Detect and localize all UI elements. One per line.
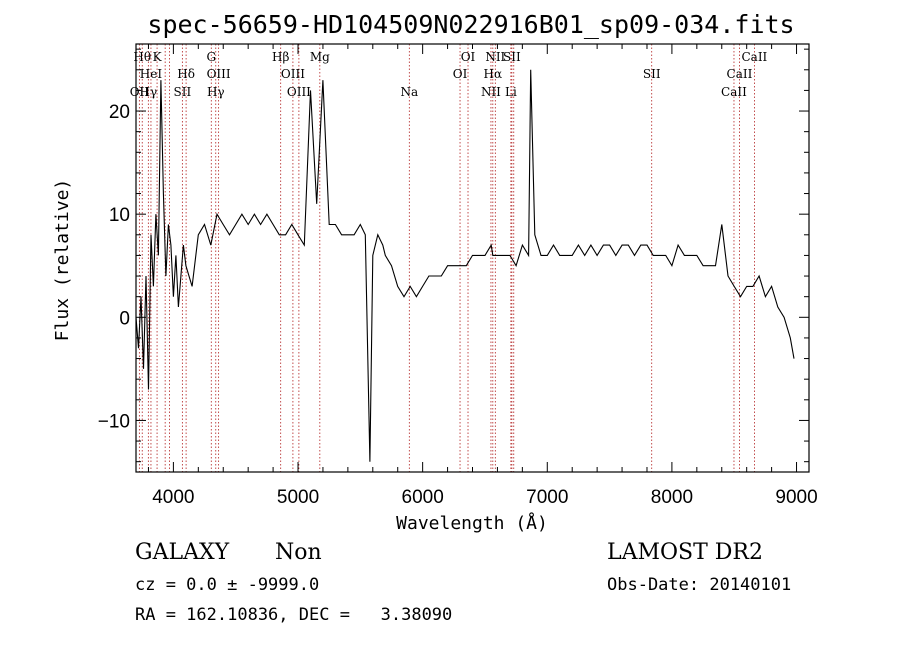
line-marker-label: Hθ (133, 50, 151, 64)
x-tick-label: 7000 (526, 487, 568, 508)
plot-frame (135, 43, 810, 473)
chart-title: spec-56659-HD104509N022916B01_sp09-034.f… (147, 10, 794, 39)
object-subclass: Non (275, 540, 322, 565)
redshift-line: cz = 0.0 ± -9999.0 (135, 575, 319, 595)
y-axis-label: Flux (relative) (52, 179, 73, 342)
line-marker-label: CaII (727, 67, 753, 81)
emission-line-markers (138, 44, 755, 472)
line-marker-label: OIII (207, 67, 231, 81)
line-marker-label: SII (174, 85, 192, 99)
line-marker-label: Hβ (272, 50, 289, 64)
line-marker-label: Hα (484, 67, 503, 81)
obs-date: Obs-Date: 20140101 (607, 575, 791, 595)
survey-label: LAMOST DR2 (607, 540, 763, 565)
line-marker-label: K (153, 50, 163, 64)
y-tick-label: 0 (119, 308, 130, 329)
line-marker-label: OI (453, 67, 468, 81)
y-tick-label: −10 (98, 411, 130, 432)
line-marker-label: Hγ (207, 85, 225, 99)
x-tick-label: 8000 (651, 487, 693, 508)
line-marker-label: SII (643, 67, 661, 81)
x-axis-ticks: 4000 5000 6000 7000 8000 9000 (147, 44, 818, 508)
line-marker-label: OI (461, 50, 476, 64)
y-axis-ticks: −10 0 10 20 (98, 48, 809, 463)
line-marker-label: G (206, 50, 216, 64)
emission-line-labels: OII Hθ Hγ HeI K Hδ SII G Hγ OIII Hβ OIII OIII Mg Na OI O… (130, 50, 768, 99)
line-marker-label: SII (503, 50, 521, 64)
x-tick-label: 6000 (402, 487, 444, 508)
line-marker-label: Hγ (140, 85, 158, 99)
line-marker-label: OIII (287, 85, 311, 99)
object-class: GALAXY (135, 540, 230, 565)
line-marker-label: Li (505, 85, 517, 99)
y-tick-label: 10 (109, 205, 130, 226)
plot-area: OII Hθ Hγ HeI K Hδ SII G Hγ OIII Hβ OIII OIII Mg Na OI O… (98, 43, 818, 508)
line-marker-label: Mg (310, 50, 330, 64)
line-marker-label: Na (400, 85, 418, 99)
line-marker-label: CaII (741, 50, 767, 64)
spectrum-line (135, 69, 795, 462)
line-marker-label: OII (130, 85, 150, 99)
x-tick-label: 4000 (152, 487, 194, 508)
coordinates: RA = 162.10836, DEC = 3.38090 (135, 605, 452, 625)
line-marker-label: NII (481, 85, 501, 99)
line-marker-label: NII (485, 50, 505, 64)
x-axis-label: Wavelength (Å) (396, 512, 548, 534)
x-tick-label: 9000 (775, 487, 817, 508)
line-marker-label: OIII (281, 67, 305, 81)
line-marker-label: Hδ (177, 67, 195, 81)
line-marker-label: HeI (140, 67, 163, 81)
line-marker-label: CaII (721, 85, 747, 99)
y-tick-label: 20 (109, 102, 130, 123)
x-tick-label: 5000 (277, 487, 319, 508)
